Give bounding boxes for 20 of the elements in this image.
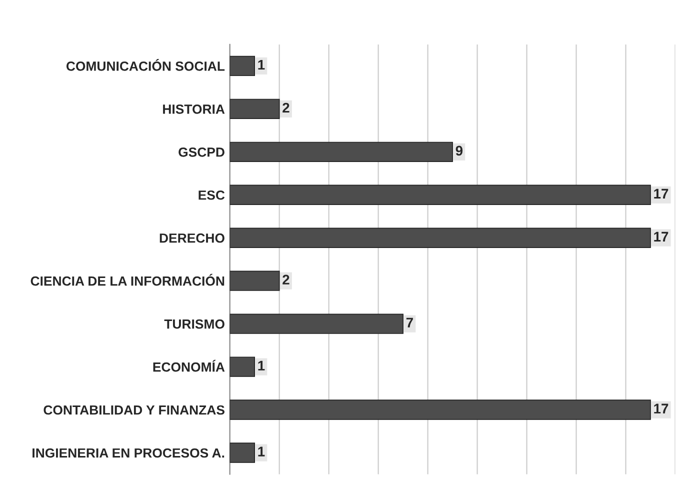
y-tick-label: TURISMO	[164, 319, 224, 329]
y-tick-label: COMUNICACIÓN SOCIAL	[66, 59, 225, 71]
y-tick-label: HISTORIA	[163, 104, 225, 114]
y-tick-label: GSCPD	[178, 147, 224, 157]
y-tick-label: ESC	[198, 190, 225, 200]
data-label: 1	[258, 360, 265, 370]
data-label: 17	[654, 232, 668, 242]
data-label: 9	[456, 146, 463, 156]
data-label: 7	[406, 318, 413, 328]
y-tick-label: ECONOMÍA	[153, 360, 225, 372]
y-tick-label: INGIENERIA EN PROCESOS A.	[32, 448, 224, 458]
y-tick-label: CIENCIA DE LA INFORMACIÓN	[30, 274, 224, 286]
y-tick-label: DERECHO	[160, 233, 224, 243]
y-tick-label: CONTABILIDAD Y FINANZAS	[44, 405, 224, 415]
data-label: 1	[258, 446, 265, 456]
data-label: 2	[282, 102, 290, 113]
data-label: 1	[258, 60, 265, 70]
data-label: 17	[654, 404, 668, 414]
data-label: 2	[282, 274, 290, 284]
data-label: 17	[654, 188, 668, 198]
